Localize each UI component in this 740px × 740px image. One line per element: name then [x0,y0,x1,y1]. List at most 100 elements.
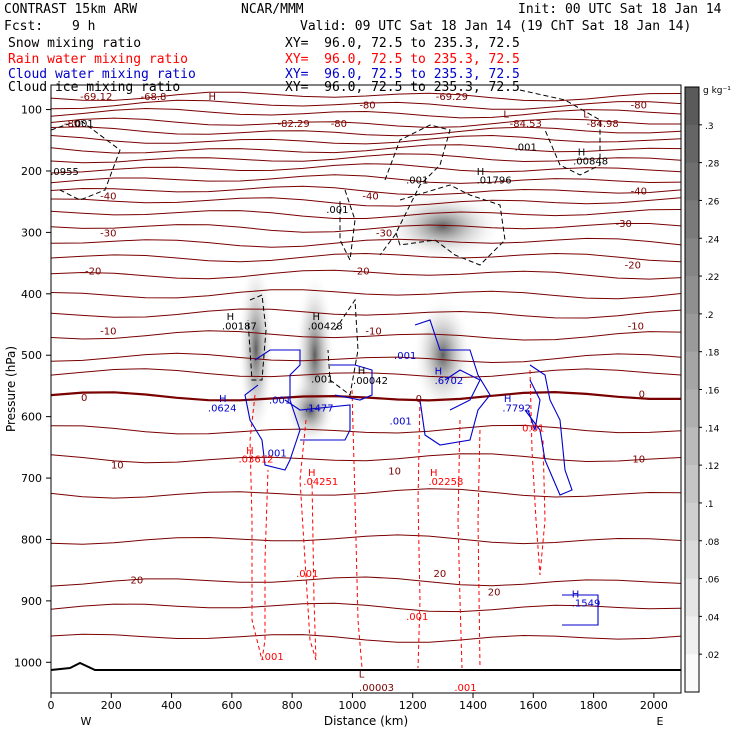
temperature-contour-line [50,91,682,102]
extremum-label: .001 [326,205,348,216]
cloud-water-contour [524,364,573,496]
temperature-label: -40 [100,192,116,203]
colorbar-swatch [685,276,699,315]
temperature-contour-line [50,99,682,110]
temperature-label: -10 [365,327,381,338]
x-tick-label: 1600 [519,699,547,712]
init-time: Init: 00 UTC Sat 18 Jan 14 [518,2,722,17]
cloud-water-contour [244,349,301,471]
extremum-label: H [246,446,254,457]
x-end-label-east: E [657,715,664,728]
cloud-ice-contour [327,298,359,396]
colorbar-swatch [685,502,699,542]
extremum-label: .6702 [435,376,464,387]
colorbar-swatch [685,162,699,201]
colorbar-tick-label: .3 [705,122,714,132]
cloud-water-contour [562,594,599,626]
temperature-contour-line [50,576,682,587]
temperature-label: -68.8 [141,92,167,103]
extremum-label: .001 [72,119,94,130]
extremum-label: .001 [269,395,291,406]
rain-water-contour [457,419,463,669]
y-tick-label: 800 [21,533,42,546]
extremum-label: 0.01 [522,424,544,435]
temperature-contour-line [50,368,682,379]
temperature-label: -82.29 [278,119,310,130]
x-tick-label: 0 [48,699,55,712]
temperature-label: -80 [331,119,347,130]
rain-water-contour [299,419,317,661]
colorbar-tick-label: .28 [705,160,720,170]
x-tick-label: 1000 [338,699,366,712]
temperature-label: -69.12 [80,92,112,103]
x-tick-label: 1200 [399,699,427,712]
extremum-label: H [435,367,443,378]
extremum-label: .1549 [572,599,601,610]
extremum-label: H [227,312,235,323]
extremum-label: .1477 [305,403,334,414]
y-tick-label: 400 [21,288,42,301]
colorbar-tick-label: .04 [705,613,720,623]
snow-shading-blob [412,295,473,416]
field-xy-rain: XY= 96.0, 72.5 to 235.3, 72.5 [285,52,520,67]
temperature-label: -30 [616,219,632,230]
extremum-label: .001 [311,375,333,386]
colorbar-tick-label: .22 [705,273,719,283]
cloud-ice-contour [50,119,121,201]
extremum-label: H [312,312,320,323]
y-tick-label: 900 [21,595,42,608]
x-tick-label: 1400 [459,699,487,712]
extremum-label: .00187 [222,322,257,333]
temperature-contour-line [50,633,682,643]
cloud-water-contour [527,379,541,431]
colorbar-swatch [685,616,699,655]
temperature-contour-line [50,163,682,174]
extremum-label: .0955 [50,167,79,178]
extremum-label: .00848 [573,157,608,168]
x-tick-label: 1800 [580,699,608,712]
temperature-contour-line [50,117,681,129]
temperature-label: 0 [416,394,422,405]
colorbar-tick-label: .08 [705,538,720,548]
extremum-label: .03612 [238,454,273,465]
temperature-contour-line [50,237,682,248]
colorbar-units: g kg⁻¹ [703,86,731,96]
colorbar-tick-label: .12 [705,462,719,472]
colorbar-tick-label: .2 [705,311,714,321]
extremum-label: .00003 [359,683,394,694]
temperature-contour-line [50,197,682,207]
extremum-label: .04251 [303,477,338,488]
extremum-label: .001 [454,683,476,694]
y-tick-label: 700 [21,472,42,485]
temperature-label: -10 [628,322,644,333]
cloud-water-contour [330,364,373,401]
y-tick-label: 100 [21,104,42,117]
temperature-label: 20 [131,575,144,586]
cloud-ice-contour [339,189,356,262]
temperature-label: -40 [362,192,378,203]
temperature-label: 10 [388,467,401,478]
temperature-label: -20 [353,266,369,277]
field-name-rain: Rain water mixing ratio [8,52,189,67]
temperature-label: -30 [376,228,392,239]
field-xy-cloud-ice: XY= 96.0, 72.5 to 235.3, 72.5 [285,80,520,95]
colorbar-tick-label: .02 [705,651,719,661]
extremum-label: H [578,147,586,158]
y-tick-label: 500 [21,349,42,362]
snow-shading-blob [382,191,503,262]
cloud-water-contour [444,369,481,411]
extremum-label: H [572,590,580,601]
colorbar-swatch [685,87,699,126]
extremum-label: .001 [261,652,283,663]
cloud-ice-contour [247,294,267,381]
fcst-value: 9 h [72,19,96,34]
extremum-label: H [209,92,217,103]
extremum-label: L [359,669,365,680]
colorbar-tick-label: .26 [705,197,720,207]
temperature-label: -80 [64,119,80,130]
x-tick-label: 400 [161,699,182,712]
temperature-contour-line [50,222,682,233]
temperature-contour-line [50,269,682,280]
field-xy-snow: XY= 96.0, 72.5 to 235.3, 72.5 [285,36,520,51]
